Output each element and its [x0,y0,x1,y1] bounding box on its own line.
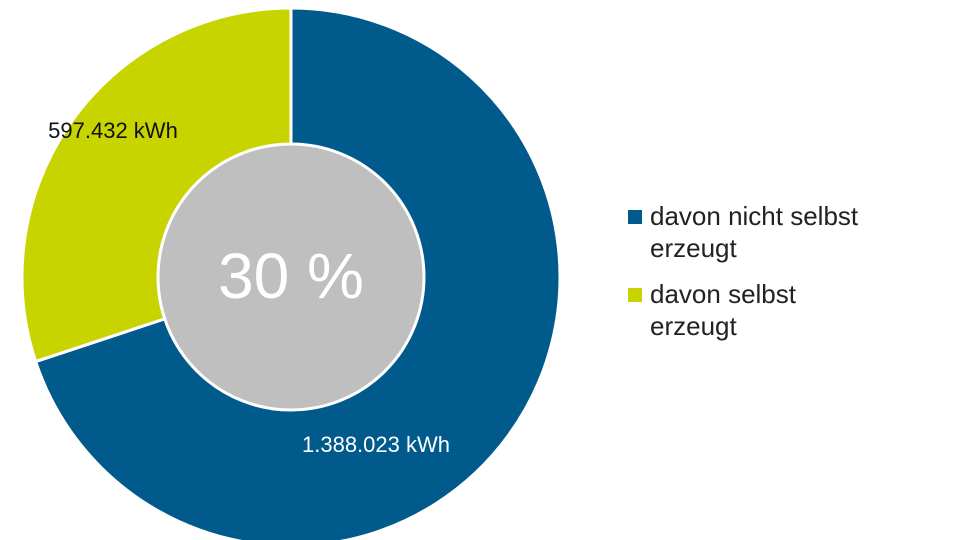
legend-entry: davon nicht selbst erzeugt [628,200,882,264]
donut-hole [156,142,426,412]
legend-entry: davon selbst erzeugt [628,278,882,342]
legend-swatch [628,210,642,224]
legend: davon nicht selbst erzeugt davon selbst e… [628,200,958,356]
legend-swatch [628,288,642,302]
legend-label: davon nicht selbst erzeugt [650,201,859,263]
center-label: 30 % [218,240,364,312]
data-label: 597.432 kWh [48,118,178,143]
legend-label: davon selbst erzeugt [650,279,796,341]
data-label: 1.388.023 kWh [302,432,450,457]
